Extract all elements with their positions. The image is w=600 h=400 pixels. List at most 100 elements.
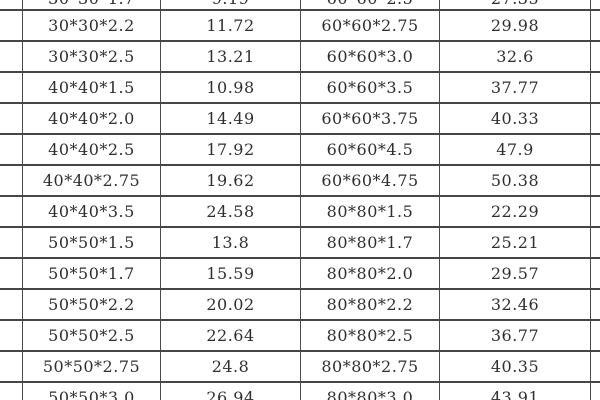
table-right-margin-cell xyxy=(590,135,600,164)
table-left-margin-cell xyxy=(0,73,22,102)
weight-cell: 13.21 xyxy=(160,42,300,71)
table-right-margin-cell xyxy=(590,290,600,319)
table-left-margin-cell xyxy=(0,290,22,319)
weight-cell: 50.38 xyxy=(439,166,590,195)
table-left-margin-cell xyxy=(0,321,22,350)
spec-cell: 60*60*3.0 xyxy=(300,42,439,71)
spec-cell: 80*80*1.5 xyxy=(300,197,439,226)
weight-cell: 17.92 xyxy=(160,135,300,164)
spec-cell: 30*30*2.5 xyxy=(22,42,160,71)
weight-cell: 15.59 xyxy=(160,259,300,288)
table-left-margin-cell xyxy=(0,383,22,400)
table-row: 50*50*2.2 20.02 80*80*2.2 32.46 xyxy=(0,290,600,321)
spec-cell: 60*60*4.75 xyxy=(300,166,439,195)
table-left-margin-cell xyxy=(0,197,22,226)
weight-cell: 27.35 xyxy=(439,0,590,9)
weight-cell: 32.6 xyxy=(439,42,590,71)
spec-cell: 60*60*4.5 xyxy=(300,135,439,164)
weight-cell: 43.91 xyxy=(439,383,590,400)
weight-cell: 13.8 xyxy=(160,228,300,257)
spec-cell: 50*50*1.7 xyxy=(22,259,160,288)
table-row: 40*40*1.5 10.98 60*60*3.5 37.77 xyxy=(0,73,600,104)
spec-cell: 50*50*2.75 xyxy=(22,352,160,381)
table-row: 30*30*1.79.1960*60*2.527.35 xyxy=(0,0,600,11)
weight-cell: 47.9 xyxy=(439,135,590,164)
weight-cell: 19.62 xyxy=(160,166,300,195)
spec-cell: 60*60*2.5 xyxy=(300,0,439,9)
table-right-margin-cell xyxy=(590,259,600,288)
spec-cell: 50*50*2.2 xyxy=(22,290,160,319)
table-right-margin-cell xyxy=(590,166,600,195)
table-row: 50*50*1.5 13.8 80*80*1.7 25.21 xyxy=(0,228,600,259)
spec-cell: 80*80*2.0 xyxy=(300,259,439,288)
table-row: 30*30*2.5 13.21 60*60*3.0 32.6 xyxy=(0,42,600,73)
spec-cell: 30*30*1.7 xyxy=(22,0,160,9)
table-row: 40*40*2.0 14.49 60*60*3.75 40.33 xyxy=(0,104,600,135)
table-left-margin-cell xyxy=(0,135,22,164)
table-right-margin-cell xyxy=(590,0,600,9)
weight-cell: 9.19 xyxy=(160,0,300,9)
table-left-margin-cell xyxy=(0,228,22,257)
weight-cell: 36.77 xyxy=(439,321,590,350)
table-right-margin-cell xyxy=(590,383,600,400)
table-right-margin-cell xyxy=(590,11,600,40)
spec-cell: 80*80*3.0 xyxy=(300,383,439,400)
weight-cell: 25.21 xyxy=(439,228,590,257)
table-right-margin-cell xyxy=(590,104,600,133)
weight-cell: 22.64 xyxy=(160,321,300,350)
weight-cell: 40.33 xyxy=(439,104,590,133)
spec-cell: 40*40*3.5 xyxy=(22,197,160,226)
spec-cell: 60*60*3.5 xyxy=(300,73,439,102)
spec-cell: 80*80*2.5 xyxy=(300,321,439,350)
table-right-margin-cell xyxy=(590,321,600,350)
table-left-margin-cell xyxy=(0,104,22,133)
table-row: 50*50*2.5 22.64 80*80*2.5 36.77 xyxy=(0,321,600,352)
table-row: 40*40*2.5 17.92 60*60*4.5 47.9 xyxy=(0,135,600,166)
spec-cell: 40*40*2.75 xyxy=(22,166,160,195)
table-left-margin-cell xyxy=(0,42,22,71)
weight-cell: 14.49 xyxy=(160,104,300,133)
spec-cell: 50*50*1.5 xyxy=(22,228,160,257)
weight-cell: 11.72 xyxy=(160,11,300,40)
weight-cell: 29.57 xyxy=(439,259,590,288)
table-row: 40*40*2.75 19.62 60*60*4.75 50.38 xyxy=(0,166,600,197)
weight-cell: 26.94 xyxy=(160,383,300,400)
weight-cell: 20.02 xyxy=(160,290,300,319)
weight-cell: 32.46 xyxy=(439,290,590,319)
table-row: 40*40*3.5 24.58 80*80*1.5 22.29 xyxy=(0,197,600,228)
table-right-margin-cell xyxy=(590,197,600,226)
weight-cell: 24.58 xyxy=(160,197,300,226)
spec-cell: 60*60*2.75 xyxy=(300,11,439,40)
table-left-margin-cell xyxy=(0,352,22,381)
table-left-margin-cell xyxy=(0,0,22,9)
table-row: 50*50*2.75 24.8 80*80*2.75 40.35 xyxy=(0,352,600,383)
table-left-margin-cell xyxy=(0,259,22,288)
weight-cell: 22.29 xyxy=(439,197,590,226)
table-right-margin-cell xyxy=(590,73,600,102)
table-right-margin-cell xyxy=(590,42,600,71)
table-row: 30*30*2.2 11.72 60*60*2.75 29.98 xyxy=(0,11,600,42)
spec-cell: 50*50*3.0 xyxy=(22,383,160,400)
weight-cell: 24.8 xyxy=(160,352,300,381)
weight-cell: 10.98 xyxy=(160,73,300,102)
table-left-margin-cell xyxy=(0,166,22,195)
table-right-margin-cell xyxy=(590,228,600,257)
spec-cell: 80*80*1.7 xyxy=(300,228,439,257)
table-row: 50*50*3.0 26.94 80*80*3.0 43.91 xyxy=(0,383,600,400)
weight-cell: 40.35 xyxy=(439,352,590,381)
weight-cell: 37.77 xyxy=(439,73,590,102)
table-row: 50*50*1.7 15.59 80*80*2.0 29.57 xyxy=(0,259,600,290)
spec-cell: 30*30*2.2 xyxy=(22,11,160,40)
spec-cell: 80*80*2.2 xyxy=(300,290,439,319)
spec-cell: 80*80*2.75 xyxy=(300,352,439,381)
spec-cell: 50*50*2.5 xyxy=(22,321,160,350)
spec-cell: 60*60*3.75 xyxy=(300,104,439,133)
weight-cell: 29.98 xyxy=(439,11,590,40)
spec-cell: 40*40*2.0 xyxy=(22,104,160,133)
table-right-margin-cell xyxy=(590,352,600,381)
spec-cell: 40*40*2.5 xyxy=(22,135,160,164)
spec-cell: 40*40*1.5 xyxy=(22,73,160,102)
table-left-margin-cell xyxy=(0,11,22,40)
